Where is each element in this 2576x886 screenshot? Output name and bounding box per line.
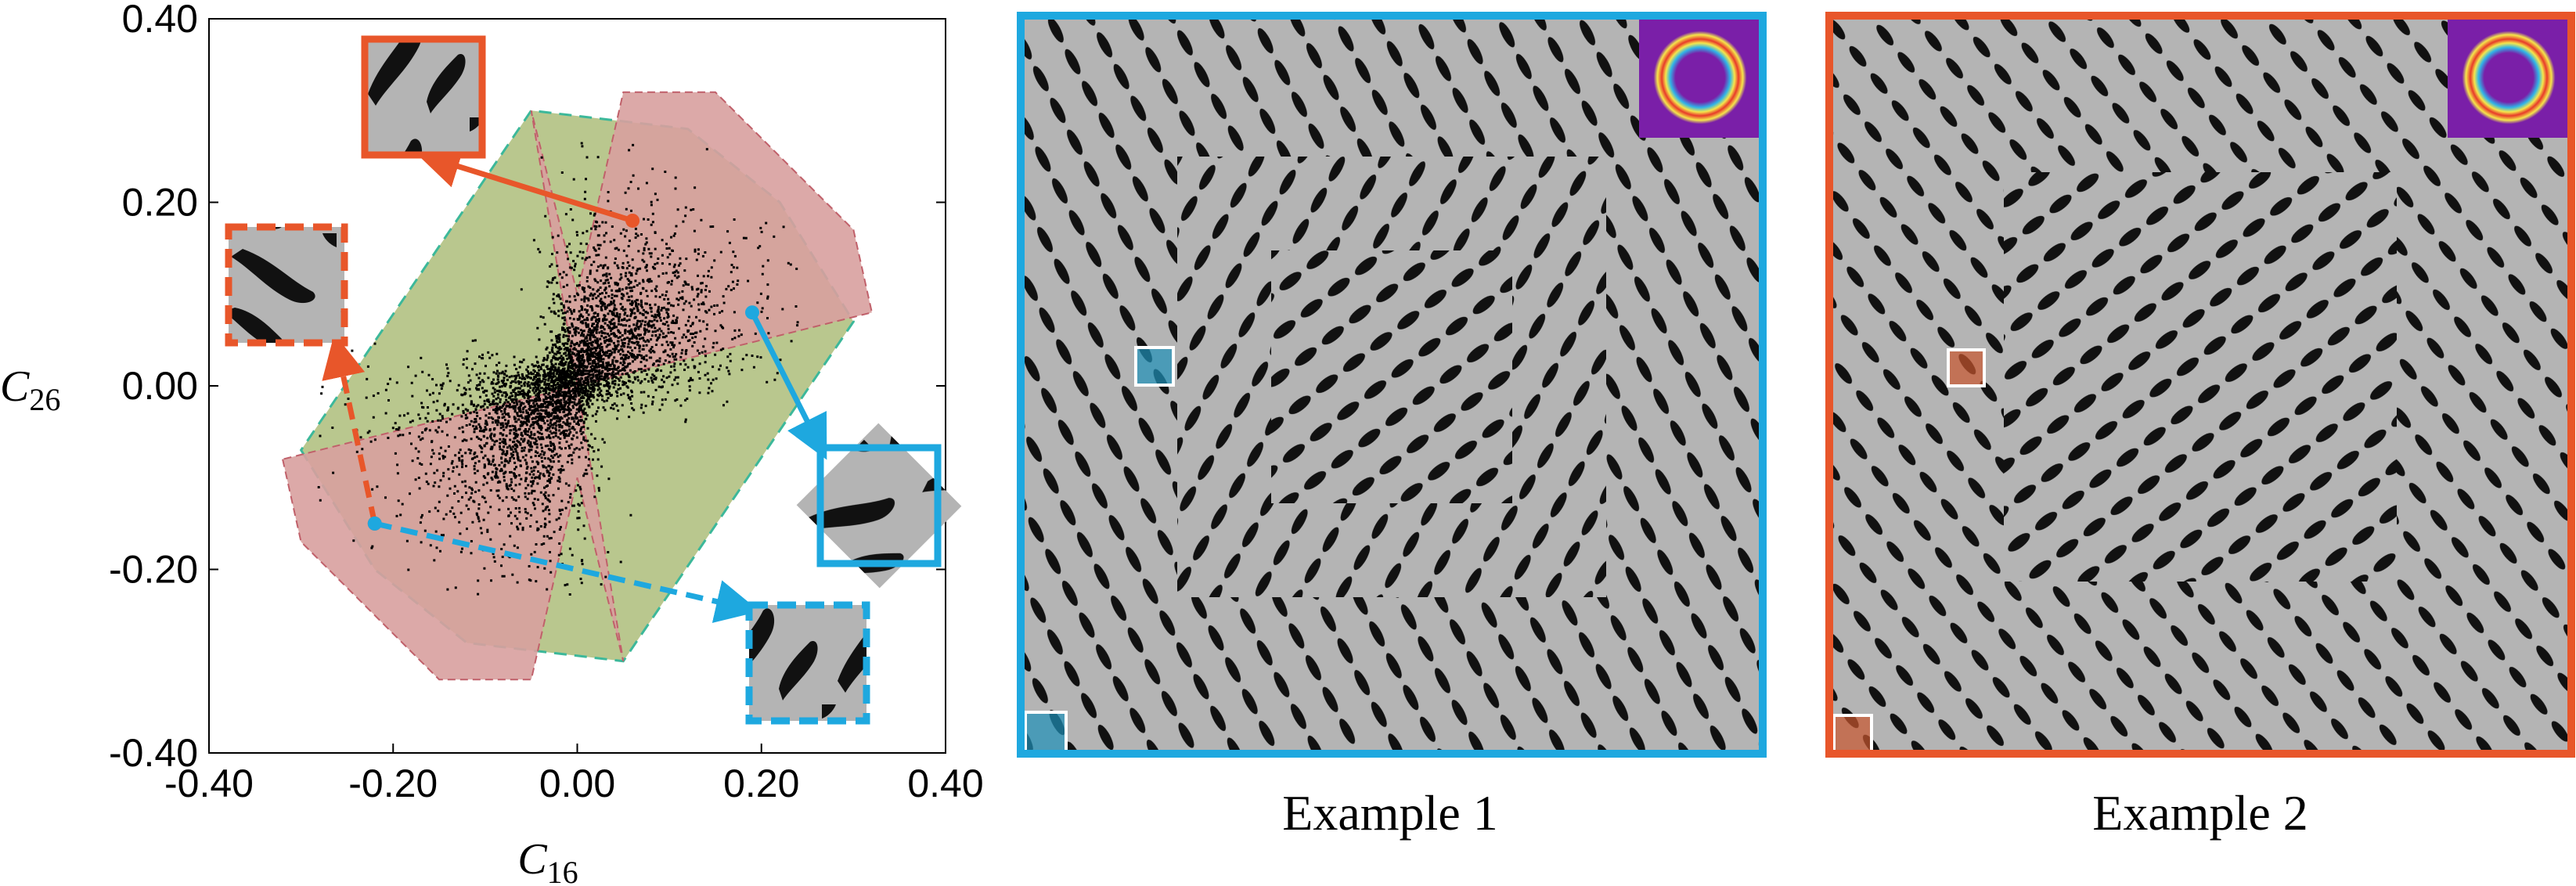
y-tick-label: 0.40 xyxy=(122,0,198,41)
axis-ticks xyxy=(208,18,946,754)
x-axis-label: C16 xyxy=(517,835,578,886)
example-2-border xyxy=(1825,12,2575,758)
example-1-highlight-cell xyxy=(1134,346,1175,387)
x-tick-label: 0.00 xyxy=(539,762,615,805)
y-tick-label: -0.20 xyxy=(109,548,198,592)
example-1-caption: Example 1 xyxy=(1282,785,1497,841)
thumb-blue-solid xyxy=(796,423,962,589)
example-1-panel: Example 1 xyxy=(1017,12,1767,841)
arrow-origin-blue-dashed xyxy=(367,516,382,531)
axis-tick-labels: -0.40 -0.20 0.00 0.20 0.40 -0.40 -0.20 0.00 0.20… xyxy=(109,0,984,805)
y-tick-label: -0.40 xyxy=(109,731,198,775)
arrow-origin-orange-solid xyxy=(625,213,640,228)
example-2-panel: Example 2 xyxy=(1825,12,2575,841)
example-2-caption: Example 2 xyxy=(2092,785,2308,841)
annotation-arrows xyxy=(322,145,827,623)
arrow-blue-solid xyxy=(749,311,827,460)
scatter-points xyxy=(317,142,799,596)
example-1-border xyxy=(1017,12,1767,758)
x-tick-label: -0.40 xyxy=(164,762,254,805)
y-tick-label: 0.00 xyxy=(122,364,198,408)
arrow-orange-solid xyxy=(416,145,634,224)
example-1-spectrum-inset xyxy=(1639,17,1761,138)
example-2-highlight-cell xyxy=(1947,348,1986,387)
arrow-orange-dashed xyxy=(322,333,378,524)
x-tick-label: 0.40 xyxy=(907,762,983,805)
thumb-orange-dashed xyxy=(225,223,348,347)
y-axis-label: C26 xyxy=(0,362,60,417)
data-point-cloud xyxy=(317,142,799,596)
example-2-spectrum-inset xyxy=(2448,17,2570,138)
example-1-corner-cell xyxy=(1024,711,1068,755)
x-tick-label: -0.20 xyxy=(348,762,438,805)
arrow-origin-blue-solid xyxy=(744,305,759,320)
example-2-corner-cell xyxy=(1832,714,1873,755)
thumb-orange-solid xyxy=(361,35,486,159)
arrow-blue-dashed xyxy=(373,520,760,623)
scatter-plot: -0.40 -0.20 0.00 0.20 0.40 -0.40 -0.20 0.00 0.20… xyxy=(0,0,984,886)
region-red-hull xyxy=(281,91,874,681)
x-tick-label: 0.20 xyxy=(723,762,799,805)
thumb-blue-dashed xyxy=(745,601,870,725)
y-tick-label: 0.20 xyxy=(122,181,198,225)
